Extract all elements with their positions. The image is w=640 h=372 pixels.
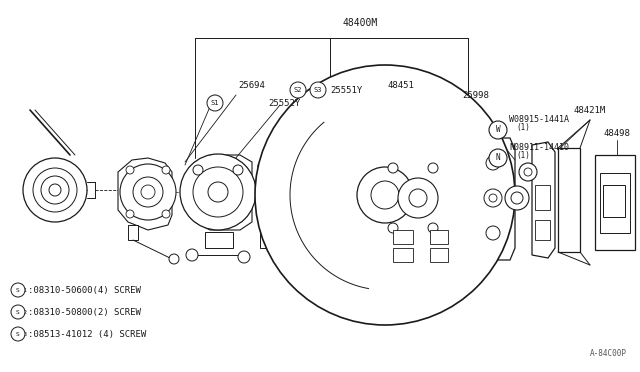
Bar [205, 232, 233, 248]
Circle shape [169, 254, 179, 264]
Circle shape [120, 164, 176, 220]
Circle shape [524, 168, 532, 176]
Circle shape [207, 95, 223, 111]
Circle shape [388, 163, 398, 173]
Text: W: W [496, 125, 500, 135]
Polygon shape [532, 142, 555, 258]
Text: S3: S3 [314, 87, 323, 93]
Text: S: S [16, 288, 20, 292]
Circle shape [310, 82, 326, 98]
Polygon shape [195, 155, 252, 230]
Circle shape [486, 226, 500, 240]
Text: 25694: 25694 [238, 81, 265, 90]
Circle shape [41, 176, 69, 204]
Circle shape [186, 249, 198, 261]
Polygon shape [390, 135, 460, 265]
Text: 48400M: 48400M [342, 18, 378, 28]
Circle shape [23, 158, 87, 222]
Text: 48451: 48451 [388, 81, 415, 90]
Circle shape [519, 163, 537, 181]
Circle shape [255, 65, 515, 325]
Circle shape [11, 305, 25, 319]
Circle shape [398, 178, 438, 218]
Circle shape [288, 170, 296, 178]
Circle shape [133, 177, 163, 207]
Circle shape [33, 168, 77, 212]
Circle shape [290, 82, 306, 98]
Polygon shape [258, 158, 300, 228]
Text: N: N [496, 154, 500, 163]
Circle shape [371, 181, 399, 209]
Circle shape [141, 185, 155, 199]
Circle shape [233, 165, 243, 175]
Circle shape [162, 166, 170, 174]
Text: 25552Y: 25552Y [268, 99, 300, 108]
Circle shape [260, 174, 296, 210]
Text: S1: S1 [211, 100, 220, 106]
Text: :08310-50600(4) SCREW: :08310-50600(4) SCREW [28, 285, 141, 295]
Circle shape [270, 184, 286, 200]
Circle shape [126, 166, 134, 174]
Circle shape [162, 210, 170, 218]
Text: S2: S2 [294, 87, 302, 93]
Circle shape [11, 283, 25, 297]
Circle shape [49, 184, 61, 196]
Polygon shape [118, 158, 172, 230]
Text: :08310-50800(2) SCREW: :08310-50800(2) SCREW [28, 308, 141, 317]
Polygon shape [478, 138, 515, 260]
Circle shape [484, 189, 502, 207]
Text: S: S [16, 310, 20, 314]
Circle shape [180, 154, 256, 230]
Polygon shape [128, 225, 138, 240]
Text: 1: 1 [24, 288, 26, 292]
Bar [430, 230, 448, 244]
Circle shape [126, 210, 134, 218]
Circle shape [505, 186, 529, 210]
Text: (1): (1) [516, 123, 530, 132]
Circle shape [489, 194, 497, 202]
Circle shape [388, 223, 398, 233]
Circle shape [486, 156, 500, 170]
Text: :08513-41012 (4) SCREW: :08513-41012 (4) SCREW [28, 330, 147, 339]
Text: 25551Y: 25551Y [330, 86, 362, 95]
Bar [558, 148, 580, 252]
Text: 3: 3 [24, 331, 26, 337]
Circle shape [288, 206, 296, 214]
Text: 48421M: 48421M [573, 106, 605, 115]
Circle shape [511, 192, 523, 204]
Circle shape [260, 206, 268, 214]
Circle shape [193, 167, 243, 217]
Bar [535, 185, 550, 210]
Circle shape [208, 182, 228, 202]
Bar [278, 230, 292, 248]
Circle shape [357, 167, 413, 223]
Bar [603, 185, 625, 217]
Bar [393, 248, 413, 262]
Text: 25998: 25998 [462, 91, 489, 100]
Bar [535, 220, 550, 240]
Text: 48498: 48498 [603, 129, 630, 138]
Circle shape [489, 149, 507, 167]
Circle shape [409, 189, 427, 207]
Circle shape [428, 163, 438, 173]
Text: A-84C00P: A-84C00P [590, 349, 627, 358]
Circle shape [193, 165, 203, 175]
Circle shape [238, 251, 250, 263]
Circle shape [428, 223, 438, 233]
Bar [430, 248, 448, 262]
Circle shape [489, 121, 507, 139]
Text: 2: 2 [24, 310, 26, 314]
Text: W08915-1441A: W08915-1441A [509, 115, 569, 124]
Bar [600, 173, 630, 233]
Circle shape [260, 170, 268, 178]
Text: (1): (1) [516, 151, 530, 160]
Bar [260, 230, 274, 248]
Circle shape [11, 327, 25, 341]
Bar [393, 230, 413, 244]
Text: S: S [16, 331, 20, 337]
Bar [595, 155, 635, 250]
Text: N08911-14410: N08911-14410 [509, 143, 569, 152]
